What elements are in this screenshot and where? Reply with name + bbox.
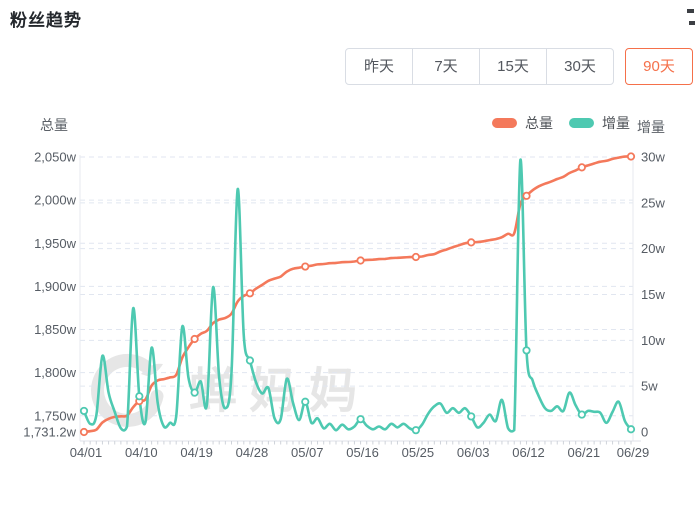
data-point-marker [301,262,310,271]
x-axis-label: 04/19 [180,445,213,460]
y-axis-min-label-right: 0 [641,425,648,440]
x-axis-label: 06/29 [617,445,650,460]
data-point-marker [411,426,420,435]
data-point-marker [301,397,310,406]
y-axis-label-right: 15w [641,287,665,302]
x-axis-label: 04/01 [70,445,103,460]
y-axis-label-left: 2,000w [34,193,77,208]
y-axis-label-right: 10w [641,333,665,348]
y-axis-label-left: 1,800w [34,365,77,380]
y-axis-label-right: 20w [641,241,665,256]
tab-30天[interactable]: 30天 [546,48,614,85]
legend-item-增量[interactable]: 增量 [569,113,630,133]
legend-label: 总量 [525,115,553,131]
data-point-marker [467,238,476,247]
clipped-corner-glyph-mark [687,9,694,13]
legend-swatch [492,118,517,128]
y-axis-label-left: 1,950w [34,236,77,251]
legend-label: 增量 [602,115,630,131]
data-point-marker [79,427,89,437]
x-axis-label: 06/21 [568,445,601,460]
data-point-marker [522,191,531,200]
tab-7天[interactable]: 7天 [412,48,480,85]
right-axis-title: 增量 [637,119,665,135]
data-point-marker [245,356,255,365]
increment-line [82,158,633,433]
x-axis-label: 06/12 [512,445,545,460]
data-point-marker [522,346,531,355]
y-axis-label-left: 1,750w [34,408,77,423]
y-axis-label-right: 30w [641,150,665,165]
y-axis-label-left: 2,050w [34,150,77,165]
x-axis-label: 05/07 [291,445,324,460]
clipped-corner-glyph-mark [689,21,695,25]
data-point-marker [577,410,586,419]
data-point-marker [626,425,636,434]
chart-legend: 总量 增量 [492,114,646,132]
y-axis-label-left: 1,900w [34,279,77,294]
y-axis-label-left: 1,850w [34,322,77,337]
x-axis-label: 05/25 [402,445,435,460]
data-point-marker [190,388,199,397]
data-point-marker [79,406,89,416]
y-axis-label-right: 25w [641,195,665,210]
data-point-marker [356,415,365,424]
legend-item-总量[interactable]: 总量 [492,113,553,133]
page-title: 粉丝趋势 [10,11,82,30]
data-point-marker [245,289,255,298]
data-point-marker [135,392,144,401]
x-axis-label: 04/10 [125,445,158,460]
time-range-tabs: 昨天 7天 15天 30天 90天 [345,48,693,85]
data-point-marker [626,152,636,161]
data-point-marker [577,163,586,172]
chart-plot-area[interactable] [80,150,633,441]
data-point-marker [467,412,476,421]
data-point-marker [190,334,199,344]
x-axis-label: 05/16 [346,445,379,460]
left-axis-title: 总量 [40,117,68,133]
data-point-marker [411,252,420,262]
x-axis-label: 06/03 [457,445,490,460]
data-point-marker [356,256,365,265]
y-axis-label-right: 5w [641,379,658,394]
tab-15天[interactable]: 15天 [479,48,547,85]
legend-swatch [569,118,594,128]
y-axis-min-label-left: 1,731.2w [23,425,76,440]
clipped-corner-glyph [685,0,695,30]
x-axis-label: 04/28 [236,445,269,460]
tab-90天[interactable]: 90天 [625,48,693,85]
tab-昨天[interactable]: 昨天 [345,48,413,85]
